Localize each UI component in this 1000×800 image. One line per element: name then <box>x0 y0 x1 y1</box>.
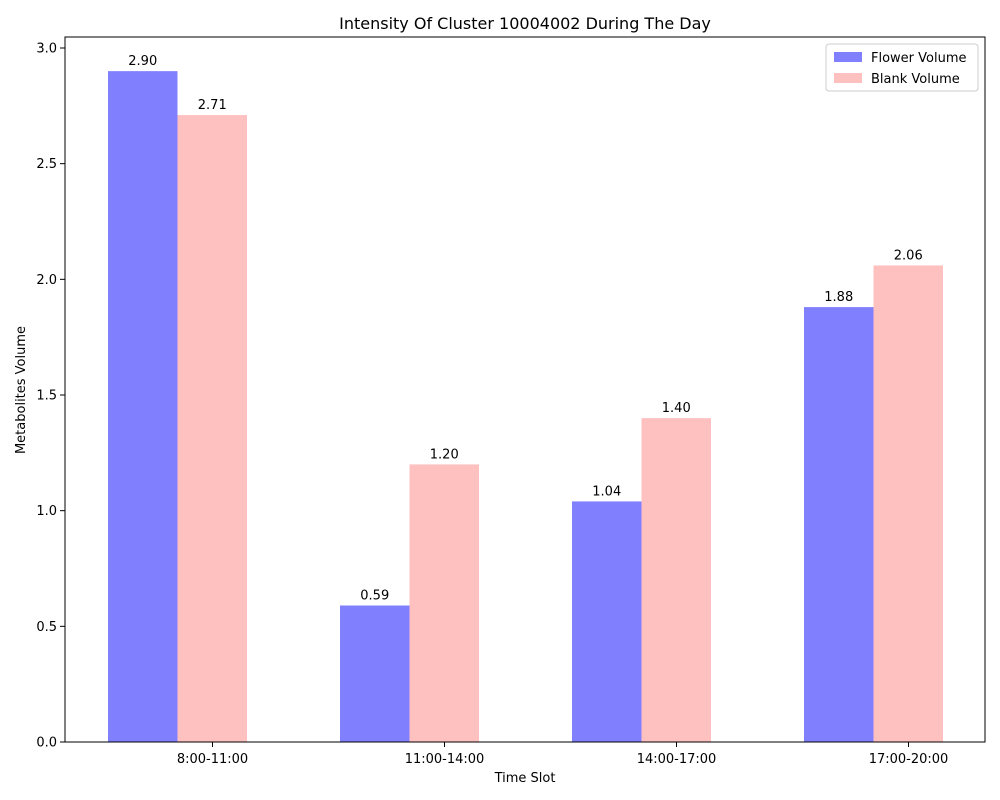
y-tick-label: 0.0 <box>36 736 57 751</box>
y-axis-label: Metabolites Volume <box>14 326 29 454</box>
data-label: 2.90 <box>128 54 157 69</box>
x-tick-label: 14:00-17:00 <box>637 752 717 767</box>
data-label: 1.20 <box>430 447 459 462</box>
y-tick-label: 3.0 <box>36 42 57 57</box>
bar <box>873 265 943 742</box>
legend: Flower Volume Blank Volume <box>825 43 979 92</box>
x-tick-label: 11:00-14:00 <box>405 752 485 767</box>
data-label: 1.40 <box>662 401 691 416</box>
bar <box>641 418 711 742</box>
x-tick-label: 8:00-11:00 <box>177 752 248 767</box>
x-tick-label: 17:00-20:00 <box>869 752 949 767</box>
bar <box>177 115 247 742</box>
y-tick-label: 0.5 <box>36 620 57 635</box>
bar <box>340 605 410 742</box>
bar <box>572 501 642 742</box>
legend-swatch <box>834 73 862 83</box>
legend-label: Flower Volume <box>871 51 967 66</box>
x-axis-label: Time Slot <box>494 771 556 786</box>
y-tick-label: 1.0 <box>36 504 57 519</box>
legend-swatch <box>834 52 862 62</box>
chart-title: Intensity Of Cluster 10004002 During The… <box>339 14 711 33</box>
axes-frame <box>64 36 986 743</box>
data-label: 1.88 <box>824 290 853 305</box>
legend-box <box>825 43 979 92</box>
y-tick-label: 2.5 <box>36 157 57 172</box>
legend-label: Blank Volume <box>871 72 960 87</box>
bar <box>108 71 178 743</box>
data-label: 2.06 <box>894 248 923 263</box>
plot-area: 2.90 2.71 0.59 1.20 1.04 1.40 1.88 2.06 <box>108 54 943 743</box>
y-tick-label: 2.0 <box>36 273 57 288</box>
y-axis: 0.0 0.5 1.0 1.5 2.0 2.5 3.0 <box>36 42 65 751</box>
bar <box>409 464 479 742</box>
y-tick-label: 1.5 <box>36 389 57 404</box>
data-label: 1.04 <box>592 484 621 499</box>
data-label: 2.71 <box>198 98 227 113</box>
bar <box>804 307 874 742</box>
data-label: 0.59 <box>360 589 389 604</box>
x-axis: 8:00-11:00 11:00-14:00 14:00-17:00 17:00-20… <box>177 742 948 767</box>
